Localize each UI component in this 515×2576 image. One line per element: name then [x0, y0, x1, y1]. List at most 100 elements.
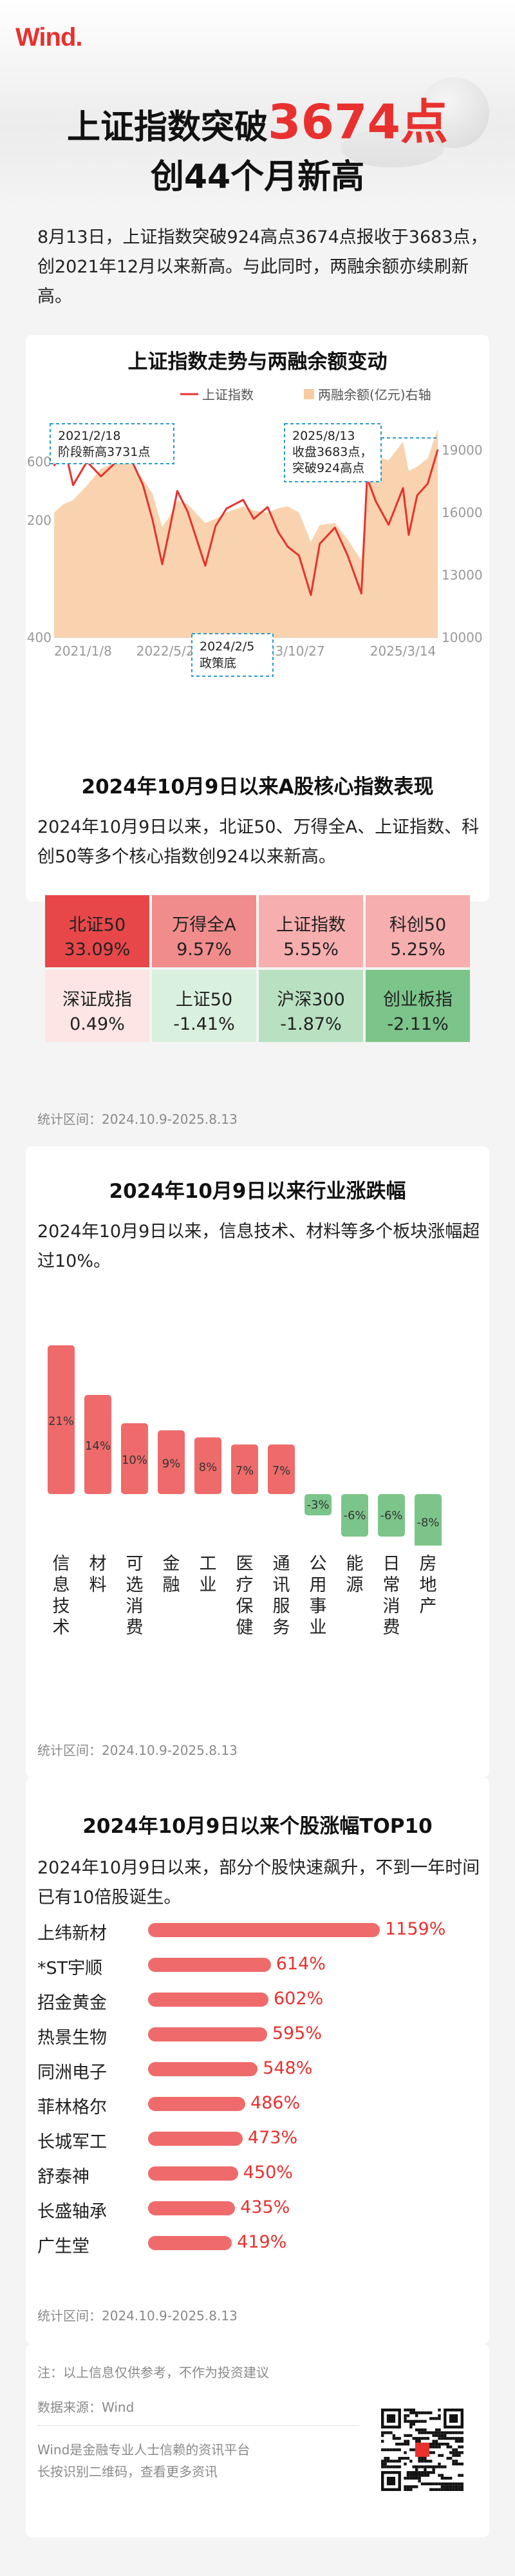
tile-value: 5.25%: [390, 940, 445, 960]
stock-gain: 450%: [243, 2163, 293, 2183]
y-left-tick: 2400: [26, 630, 52, 645]
industry-bar-label: 7%: [236, 1464, 254, 1478]
coin-decoration: [341, 129, 444, 167]
stock-gain: 486%: [250, 2093, 301, 2113]
legend-area-label: 两融余额(亿元)右轴: [318, 387, 431, 402]
stock-bar: [148, 1923, 380, 1937]
sec4-note: 统计区间：2024.10.9-2025.8.13: [37, 2308, 238, 2324]
industry-bar-label: -8%: [417, 1516, 439, 1530]
annotation-2025-break: 2025/8/13 收盘3683点， 突破924高点: [284, 423, 438, 482]
y-left-tick: 3200: [26, 513, 52, 528]
annotation-text: 2024/2/5: [200, 639, 254, 654]
stock-bar: [148, 1958, 271, 1972]
sec2-note: 统计区间：2024.10.9-2025.8.13: [37, 1112, 238, 1127]
top10-card: [26, 1777, 489, 2344]
divider: [37, 2425, 359, 2426]
stock-bar: [148, 2236, 232, 2250]
stock-bar: [148, 2132, 243, 2146]
stock-gain: 435%: [240, 2197, 290, 2217]
sec3-note: 统计区间：2024.10.9-2025.8.13: [37, 1743, 238, 1758]
data-source: 数据来源：Wind: [37, 2400, 135, 2415]
industry-bar: [194, 1437, 221, 1494]
industry-bar-chart: 21% 14% 10% 9% 8% 7% 7% -3% -6% -6% -8%: [48, 1345, 442, 1546]
tile-name: 深证成指: [62, 990, 132, 1010]
industry-bar: [84, 1395, 111, 1494]
stock-bar: [148, 2062, 258, 2076]
intro-text: 8月13日，上证指数突破924高点3674点报收于3683点，创2021年12月…: [37, 227, 488, 307]
sec4-title: 2024年10月9日以来个股涨幅TOP10: [82, 1815, 433, 1838]
annotation-text: 政策底: [200, 656, 236, 670]
wind-logo: Wind.: [15, 23, 83, 52]
tile-name: 万得全A: [172, 915, 236, 935]
x-tick: 2021/1/8: [54, 643, 112, 659]
industry-bar: [48, 1345, 75, 1494]
industry-bar-label: -6%: [343, 1509, 366, 1522]
x-tick: 2025/3/14: [370, 643, 436, 659]
tile-name: 科创50: [389, 915, 447, 935]
tile-name: 沪深300: [277, 990, 345, 1010]
stock-name: 广生堂: [37, 2237, 89, 2257]
chart1-title: 上证指数走势与两融余额变动: [127, 350, 388, 374]
stock-bar: [148, 1993, 268, 2007]
stock-gain: 548%: [263, 2058, 313, 2078]
industry-bar: [378, 1494, 405, 1537]
y-right-tick: 13000: [442, 567, 483, 583]
stock-gain: 473%: [247, 2128, 298, 2148]
stock-bar: [148, 2166, 238, 2181]
stock-name: 同洲电子: [37, 2063, 107, 2083]
tile-value: -1.87%: [280, 1014, 342, 1034]
legend-line-label: 上证指数: [202, 387, 254, 402]
tile-name: 上证50: [175, 990, 233, 1010]
industry-bar-label: 10%: [122, 1454, 147, 1467]
annotation-text: 突破924高点: [292, 461, 364, 475]
tile-value: 0.49%: [70, 1014, 125, 1034]
title-part1: 上证指数突破: [67, 108, 268, 147]
industry-bar-label: 7%: [272, 1464, 291, 1478]
stock-name: *ST宇顺: [37, 1958, 103, 1978]
tagline-2: 长按识别二维码，查看更多资讯: [37, 2464, 218, 2479]
sec3-text: 2024年10月9日以来，信息技术、材料等多个板块涨幅超过10%。: [37, 1222, 480, 1271]
stock-gain: 419%: [237, 2232, 287, 2252]
industry-bar-label: 9%: [162, 1457, 181, 1471]
tile-value: -1.41%: [173, 1014, 235, 1034]
y-left-tick: 3600: [26, 454, 52, 469]
industry-category-label: 通讯服务: [272, 1554, 290, 1638]
index-tile: 北证50 33.09%: [45, 895, 149, 967]
index-tile: 沪深300 -1.87%: [259, 970, 363, 1042]
stock-name: 长盛轴承: [37, 2202, 107, 2222]
stock-gain: 614%: [276, 1954, 326, 1974]
industry-category-label: 医疗保健: [236, 1554, 254, 1638]
industry-category-label: 材料: [89, 1554, 107, 1595]
annotation-text: 2021/2/18: [58, 429, 120, 443]
industry-category-label: 能源: [346, 1554, 364, 1595]
industry-category-label: 工业: [199, 1554, 217, 1595]
industry-category-label: 公用事业: [309, 1554, 327, 1638]
stock-gain: 1159%: [385, 1919, 446, 1939]
annotation-text: 2025/8/13: [292, 429, 355, 443]
qr-code[interactable]: [381, 2409, 464, 2491]
industry-bar: [158, 1430, 185, 1494]
tile-value: 33.09%: [64, 940, 131, 960]
industry-category-label: 信息技术: [52, 1554, 70, 1638]
hero-banner: [0, 0, 515, 213]
sec2-title: 2024年10月9日以来A股核心指数表现: [81, 775, 434, 799]
tile-value: 9.57%: [176, 940, 232, 960]
index-margin-chart: 上证指数 两融余额(亿元)右轴 2400 3200 3600 10000 13000 16…: [26, 387, 483, 677]
sec2-text: 2024年10月9日以来，北证50、万得全A、上证指数、科创50等多个核心指数创…: [37, 817, 480, 867]
y-right-tick: 10000: [442, 630, 483, 645]
page-title: 上证指数突破3674点: [0, 84, 515, 153]
title-highlight: 3674点: [268, 95, 448, 150]
industry-bar-label: 8%: [199, 1461, 218, 1474]
index-tile: 科创50 5.25%: [366, 895, 470, 967]
stock-name: 菲林格尔: [37, 2098, 107, 2117]
stock-name: 长城军工: [37, 2132, 107, 2152]
stock-gain: 595%: [272, 2023, 323, 2043]
tagline-1: Wind是金融专业人士信赖的资讯平台: [37, 2442, 250, 2458]
stock-bar: [148, 2201, 236, 2215]
stock-name: 热景生物: [37, 2028, 107, 2048]
index-tile: 深证成指 0.49%: [45, 970, 149, 1042]
index-tile: 创业板指 -2.11%: [366, 970, 470, 1042]
industry-category-label: 可选消费: [126, 1554, 144, 1638]
tile-name: 北证50: [68, 915, 126, 935]
